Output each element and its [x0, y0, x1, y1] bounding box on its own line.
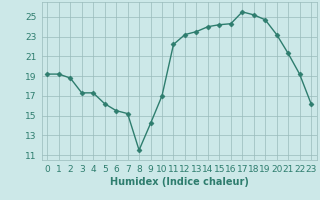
X-axis label: Humidex (Indice chaleur): Humidex (Indice chaleur): [110, 177, 249, 187]
